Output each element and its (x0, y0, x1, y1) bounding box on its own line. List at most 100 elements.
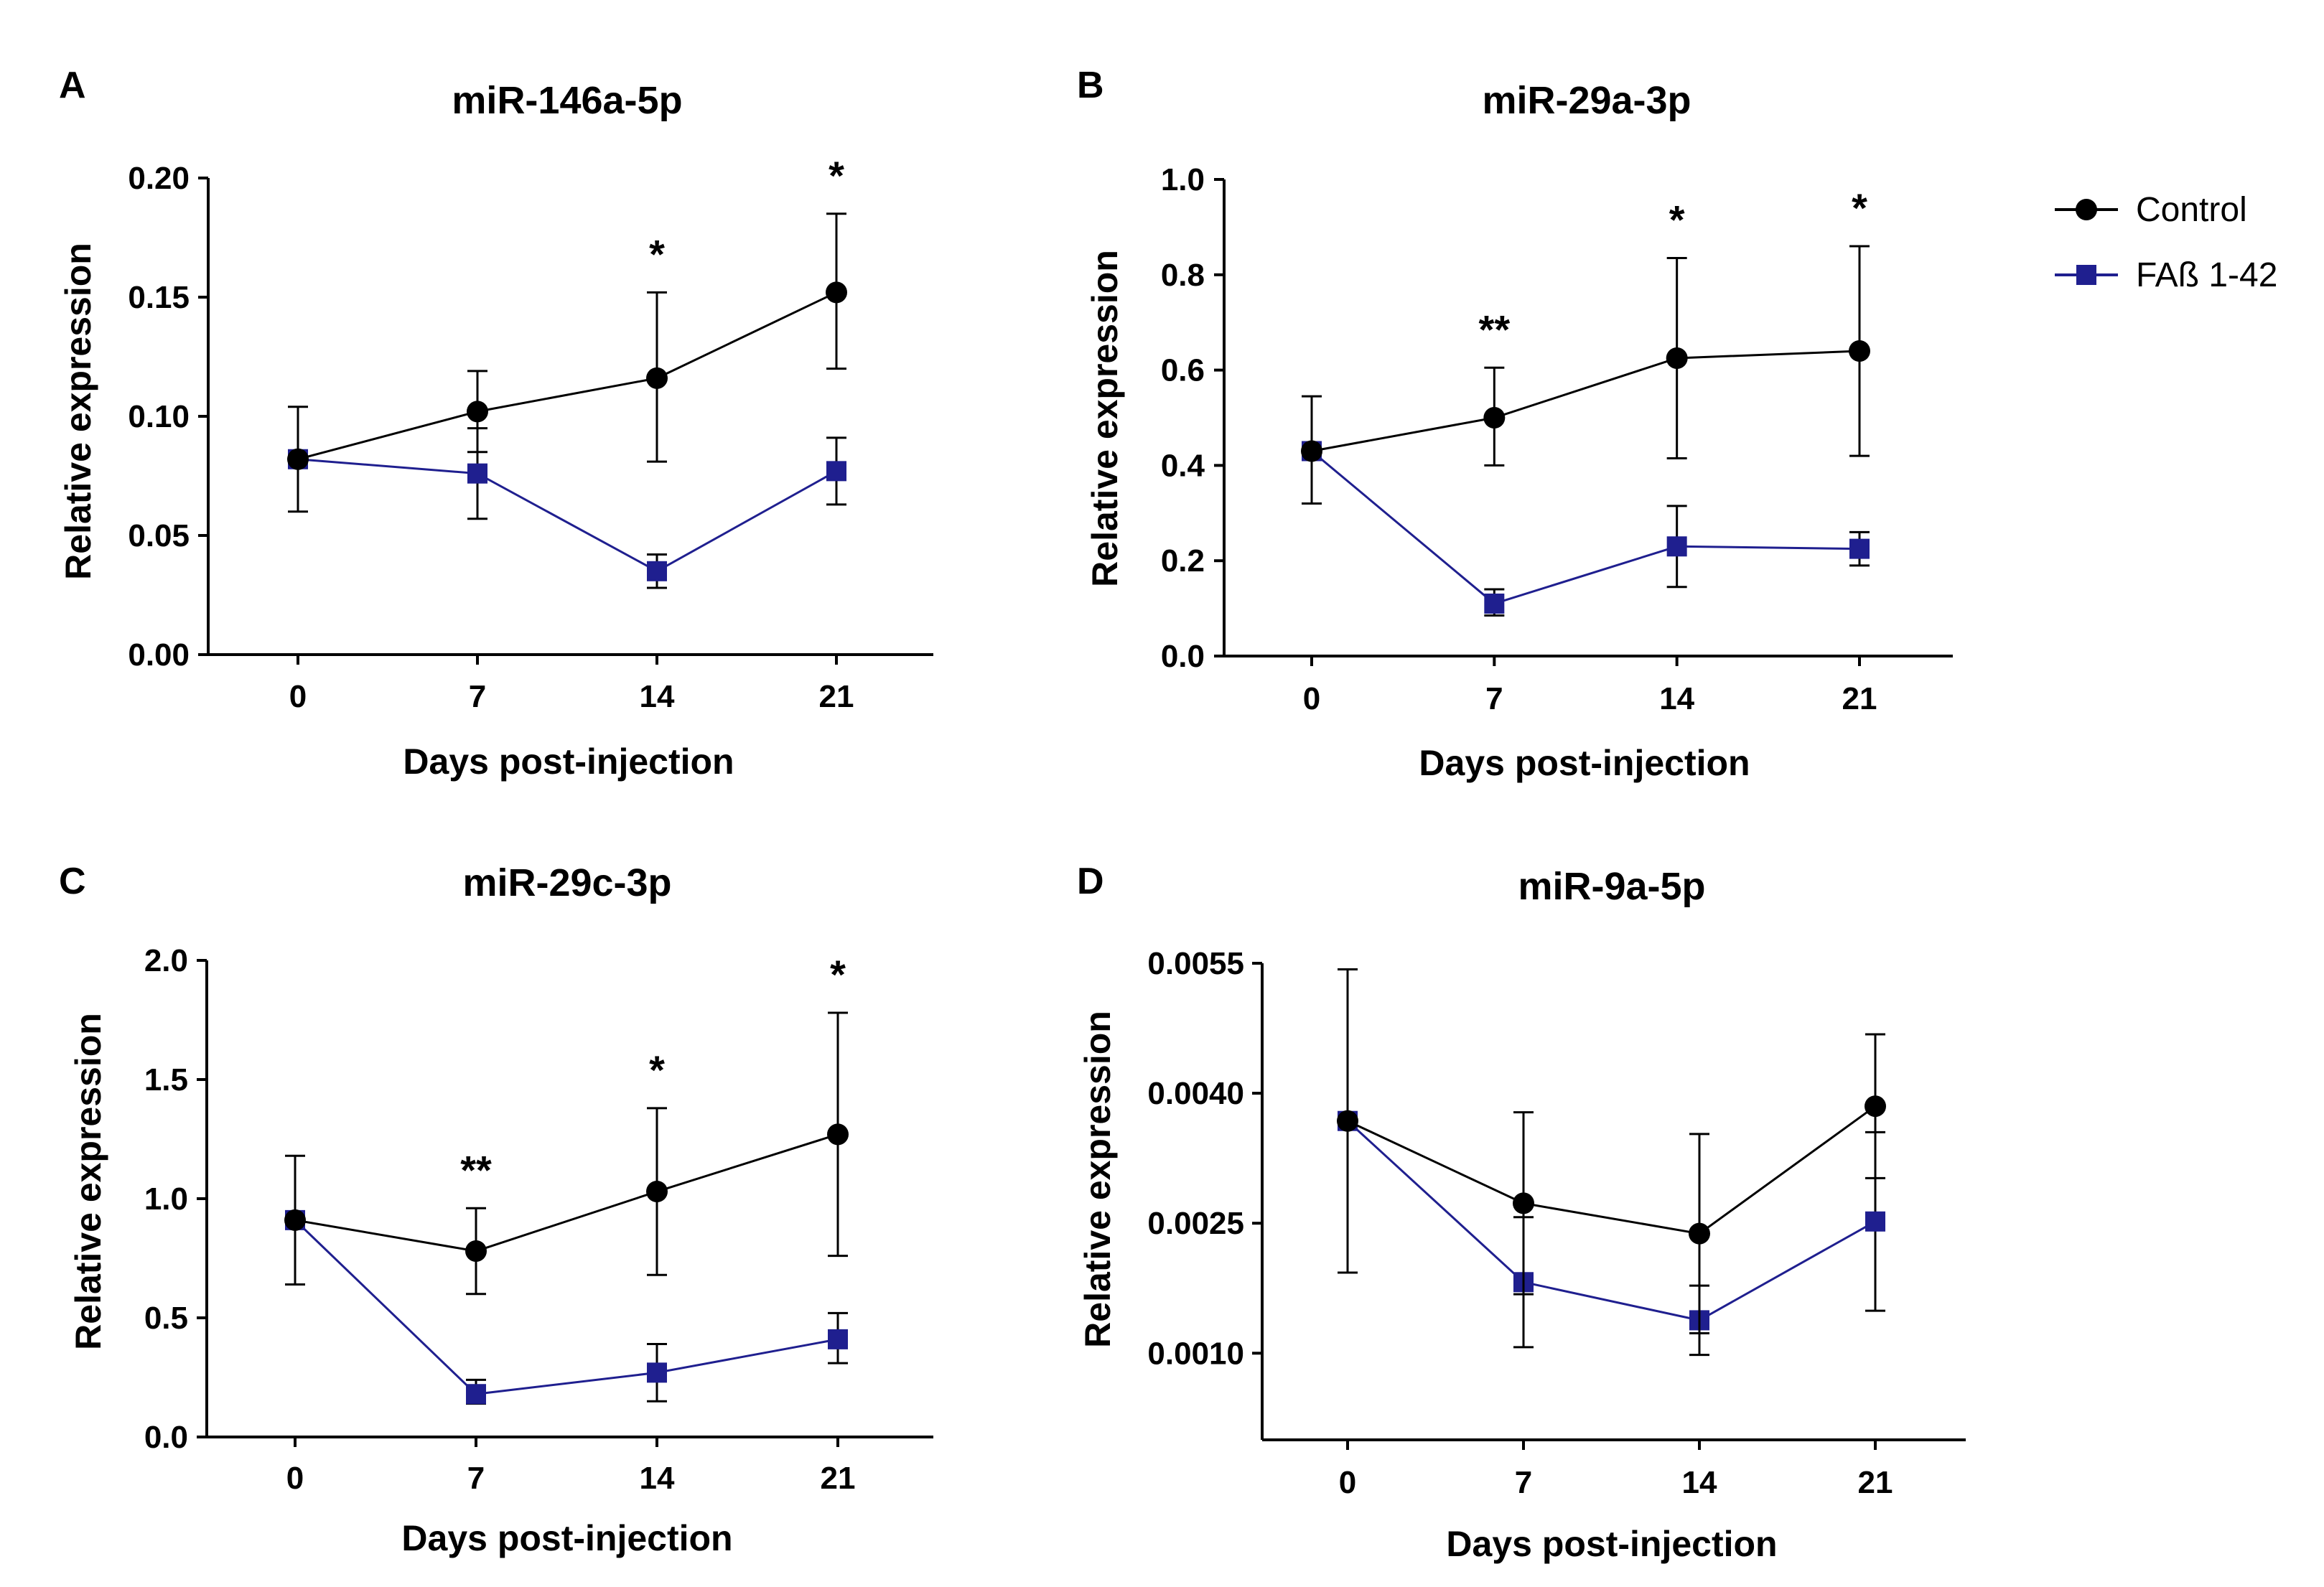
legend-fab-marker (2076, 265, 2096, 285)
control-point (1666, 347, 1688, 369)
fab-point (828, 1329, 848, 1349)
control-point (1483, 407, 1506, 429)
control-point (1849, 340, 1870, 362)
y-tick-label: 1.5 (144, 1062, 188, 1097)
x-axis-title-a: Days post-injection (403, 741, 734, 782)
control-point (467, 401, 488, 423)
y-tick-label: 0.20 (128, 161, 190, 196)
plot-d: 0.0010 0.0025 0.0040 0.0055 0 7 14 21 (1147, 946, 1966, 1500)
significance-marker: ** (460, 1147, 492, 1192)
fab-point (466, 1384, 486, 1405)
significance-marker: * (649, 1047, 665, 1092)
significance-marker: * (829, 153, 844, 198)
control-point (826, 281, 847, 304)
control-series-line (1311, 350, 1860, 452)
panel-letter-b: B (1077, 65, 1104, 106)
x-tick-label: 7 (1485, 681, 1503, 716)
plot-b: 0.00.20.40.60.81.00 7 14 21*** * (1161, 162, 1953, 716)
y-tick-label: 0.4 (1161, 448, 1205, 483)
significance-marker: * (830, 952, 846, 997)
legend-label-fab: FAß 1-42 (2136, 256, 2277, 294)
control-series-line (297, 291, 837, 461)
x-tick-label: 7 (469, 679, 486, 714)
fab-point (1849, 538, 1870, 559)
significance-marker: * (1669, 197, 1685, 243)
chart-title-c: miR-29c-3p (462, 861, 671, 904)
chart-title-a: miR-146a-5p (452, 79, 682, 122)
control-point (1301, 440, 1322, 462)
chart-title-b: miR-29a-3p (1482, 79, 1691, 122)
control-point (827, 1123, 849, 1146)
control-point (1689, 1222, 1710, 1245)
y-tick-label: 0.5 (144, 1301, 188, 1336)
control-series-line (1347, 1105, 1876, 1235)
legend-label-control: Control (2136, 191, 2247, 229)
y-tick-label: 0.0010 (1147, 1336, 1244, 1371)
y-tick-label: 0.15 (128, 280, 190, 315)
panel-letter-a: A (59, 65, 86, 106)
significance-marker: * (649, 231, 665, 276)
control-point (465, 1240, 487, 1263)
x-tick-label: 21 (1842, 681, 1877, 716)
y-tick-label: 0.0 (1161, 639, 1205, 674)
x-tick-label: 14 (1659, 681, 1694, 716)
control-point (287, 448, 309, 470)
fab-series-line (1346, 1120, 1876, 1321)
fab-point (1484, 593, 1505, 614)
y-tick-label: 0.05 (128, 518, 190, 553)
x-tick-label: 14 (640, 1461, 675, 1496)
y-axis-title-b: Relative expression (1085, 250, 1125, 587)
y-tick-label: 0.8 (1161, 258, 1205, 293)
control-point (1337, 1110, 1358, 1132)
x-tick-label: 7 (467, 1461, 485, 1496)
fab-point (647, 561, 667, 581)
plot-c: 0.00.51.01.52.00 7 14 21**** (144, 943, 933, 1496)
fab-series-line (297, 458, 837, 573)
control-point (646, 1181, 668, 1203)
control-point (1865, 1095, 1886, 1118)
panel-letter-c: C (59, 861, 86, 902)
fab-point (1865, 1211, 1885, 1232)
y-tick-label: 0.0 (144, 1420, 188, 1455)
x-tick-label: 21 (819, 679, 854, 714)
x-tick-label: 0 (286, 1461, 304, 1496)
legend-control-marker (2076, 199, 2097, 220)
y-tick-label: 0.10 (128, 399, 190, 434)
y-axis-title-c: Relative expression (68, 1013, 108, 1350)
control-point (646, 367, 668, 389)
fab-series-line (1311, 450, 1860, 605)
plot-a: 0.00 0.05 0.10 0.15 0.20 0 7 14 21 * * (128, 153, 933, 714)
x-tick-label: 14 (1682, 1465, 1717, 1500)
x-tick-label: 0 (1303, 681, 1320, 716)
panel-letter-d: D (1077, 861, 1104, 902)
y-tick-label: 0.00 (128, 637, 190, 673)
y-axis-title-d: Relative expression (1078, 1011, 1118, 1348)
significance-marker: * (1852, 185, 1867, 230)
x-tick-label: 7 (1515, 1465, 1532, 1500)
y-tick-label: 0.0025 (1147, 1206, 1244, 1241)
fab-point (826, 461, 846, 482)
x-tick-label: 21 (821, 1461, 856, 1496)
y-tick-label: 0.0055 (1147, 946, 1244, 981)
y-tick-label: 2.0 (144, 943, 188, 978)
control-series-line (294, 1133, 839, 1253)
x-axis-title-c: Days post-injection (401, 1518, 732, 1558)
x-tick-label: 21 (1858, 1465, 1893, 1500)
legend: Control FAß 1-42 (2055, 191, 2277, 294)
x-axis-title-b: Days post-injection (1419, 743, 1750, 783)
x-tick-label: 0 (289, 679, 307, 714)
control-point (1513, 1192, 1534, 1214)
y-tick-label: 0.6 (1161, 353, 1205, 388)
y-tick-label: 1.0 (144, 1181, 188, 1217)
fab-series-line (294, 1219, 839, 1395)
x-axis-title-d: Days post-injection (1446, 1524, 1777, 1564)
significance-marker: ** (1479, 306, 1511, 352)
y-tick-label: 0.0040 (1147, 1076, 1244, 1111)
y-tick-label: 1.0 (1161, 162, 1205, 197)
fab-point (647, 1362, 667, 1383)
fab-point (1666, 536, 1687, 557)
y-axis-title-a: Relative expression (58, 243, 98, 580)
fab-point (467, 463, 487, 484)
